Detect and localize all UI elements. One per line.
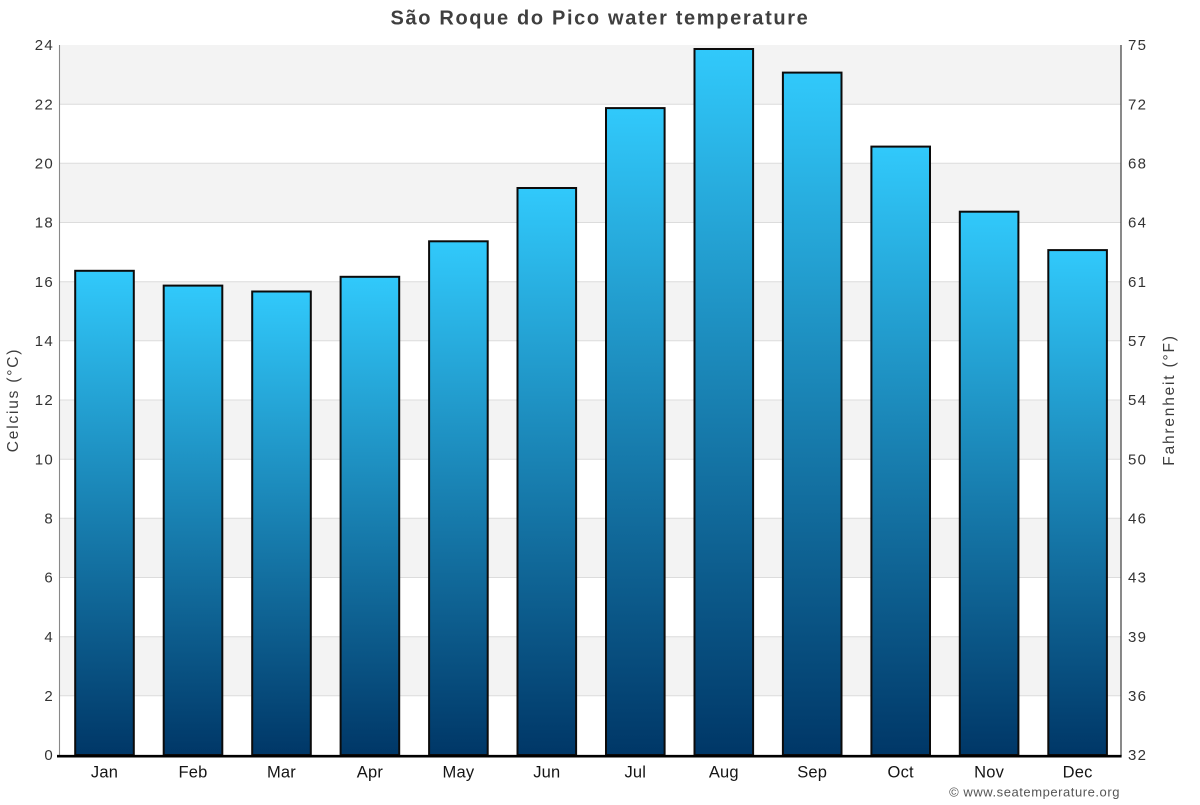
svg-text:16: 16 (35, 274, 54, 291)
svg-text:Fahrenheit (°F): Fahrenheit (°F) (1161, 334, 1178, 465)
svg-text:22: 22 (35, 96, 54, 113)
svg-text:46: 46 (1128, 511, 1147, 528)
svg-text:64: 64 (1128, 215, 1147, 232)
svg-text:39: 39 (1128, 629, 1147, 646)
svg-text:0: 0 (44, 747, 54, 764)
svg-text:57: 57 (1128, 333, 1147, 350)
svg-text:72: 72 (1128, 96, 1147, 113)
svg-text:© www.seatemperature.org: © www.seatemperature.org (949, 785, 1120, 800)
svg-text:Aug: Aug (709, 764, 739, 782)
svg-text:Jun: Jun (533, 764, 560, 782)
svg-text:68: 68 (1128, 156, 1147, 173)
svg-text:10: 10 (35, 451, 54, 468)
svg-text:2: 2 (44, 688, 54, 705)
svg-text:12: 12 (35, 392, 54, 409)
svg-text:4: 4 (44, 629, 54, 646)
svg-text:May: May (443, 764, 475, 782)
svg-text:Oct: Oct (888, 764, 914, 782)
svg-text:36: 36 (1128, 688, 1147, 705)
svg-text:54: 54 (1128, 392, 1147, 409)
svg-text:20: 20 (35, 156, 54, 173)
svg-text:Jan: Jan (91, 764, 118, 782)
svg-text:Mar: Mar (267, 764, 296, 782)
svg-text:61: 61 (1128, 274, 1147, 291)
svg-text:Nov: Nov (974, 764, 1004, 782)
svg-text:6: 6 (44, 570, 54, 587)
svg-text:Celcius (°C): Celcius (°C) (5, 348, 22, 452)
svg-text:43: 43 (1128, 570, 1147, 587)
svg-text:14: 14 (35, 333, 54, 350)
svg-text:18: 18 (35, 215, 54, 232)
svg-text:32: 32 (1128, 747, 1147, 764)
svg-text:Jul: Jul (624, 764, 646, 782)
svg-text:Apr: Apr (357, 764, 384, 782)
svg-text:8: 8 (44, 511, 54, 528)
svg-text:Feb: Feb (178, 764, 207, 782)
svg-text:75: 75 (1128, 37, 1147, 54)
svg-text:São Roque do Pico water temper: São Roque do Pico water temperature (391, 8, 810, 30)
svg-text:50: 50 (1128, 451, 1147, 468)
svg-text:Sep: Sep (797, 764, 827, 782)
svg-text:24: 24 (35, 37, 54, 54)
svg-text:Dec: Dec (1063, 764, 1093, 782)
